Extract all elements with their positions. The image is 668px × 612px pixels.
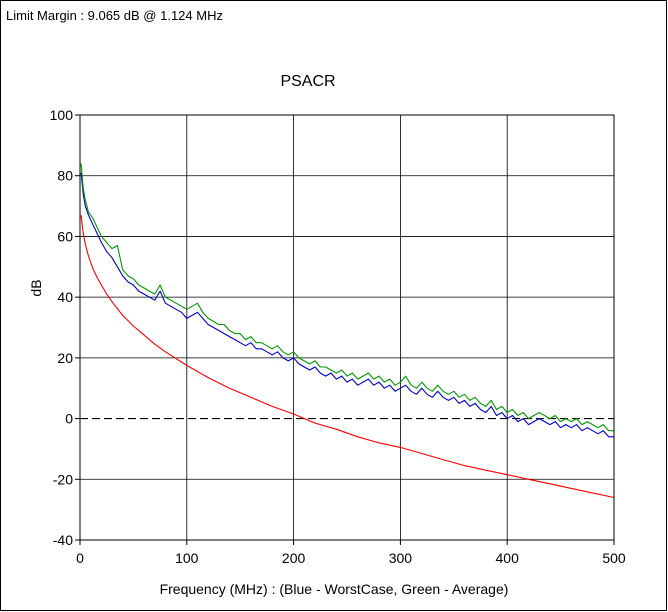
x-tick-label: 100 <box>175 550 199 566</box>
grid-lines <box>80 115 614 540</box>
series-lines <box>80 163 615 499</box>
x-tick-label: 500 <box>602 550 626 566</box>
x-tick-label: 200 <box>282 550 306 566</box>
x-axis-label: Frequency (MHz) : (Blue - WorstCase, Gre… <box>160 581 509 597</box>
plot-area-border <box>79 114 615 541</box>
y-axis-label: dB <box>28 279 44 296</box>
axis-ticks: 0 100 200 300 400 500 -40 -20 0 20 40 60 80 100 <box>50 107 626 566</box>
y-tick-label: -20 <box>53 471 73 487</box>
y-tick-label: 80 <box>57 168 73 184</box>
y-tick-label: 100 <box>50 107 74 123</box>
y-tick-label: 0 <box>65 411 73 427</box>
worstcase-series-line <box>80 172 614 438</box>
chart-title: PSACR <box>280 73 335 90</box>
y-tick-label: 40 <box>57 289 73 305</box>
x-tick-label: 300 <box>389 550 413 566</box>
average-series-line <box>80 163 614 432</box>
x-tick-label: 0 <box>76 550 84 566</box>
y-tick-label: 20 <box>57 350 73 366</box>
limit-series-line <box>80 215 615 499</box>
x-tick-label: 400 <box>496 550 520 566</box>
y-tick-label: -40 <box>53 532 73 548</box>
limit-margin-label: Limit Margin : 9.065 dB @ 1.124 MHz <box>6 8 223 23</box>
y-tick-label: 60 <box>57 228 73 244</box>
